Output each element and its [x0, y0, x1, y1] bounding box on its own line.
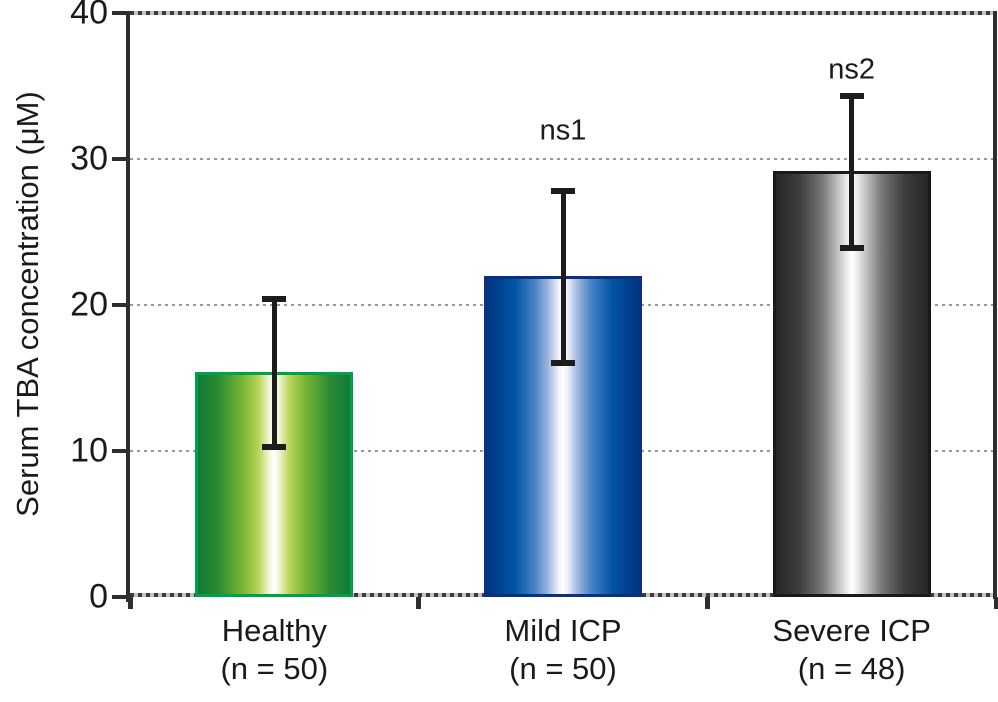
error-bar-cap-top	[262, 296, 287, 303]
error-bar-line	[271, 299, 277, 447]
y-tick-0	[112, 595, 126, 599]
y-tick-label-10: 10	[70, 431, 108, 470]
y-tick-20	[112, 303, 126, 307]
category-label: Severe ICP (n = 48)	[772, 613, 931, 686]
bar-severe-icp	[772, 170, 931, 597]
y-tick-40	[112, 11, 126, 15]
y-tick-label-20: 20	[70, 285, 108, 324]
annotation-ns1: ns1	[539, 114, 587, 147]
x-tick-boundary-0	[127, 597, 133, 609]
x-tick-boundary-2	[704, 597, 710, 609]
y-tick-10	[112, 449, 126, 453]
error-bar-cap-bottom	[262, 443, 287, 450]
y-tick-30	[112, 157, 126, 161]
category-label: Healthy (n = 50)	[220, 613, 329, 686]
annotation-ns2: ns2	[828, 53, 876, 86]
error-bar-line	[849, 96, 855, 249]
plot-right-border	[993, 11, 997, 599]
error-bar-cap-top	[551, 188, 575, 195]
error-bar-cap-top	[839, 93, 864, 100]
plot-top-border	[130, 11, 996, 15]
error-bar-line	[560, 191, 566, 364]
x-tick-boundary-3	[993, 597, 998, 609]
y-axis-line	[126, 11, 130, 602]
y-tick-label-40: 40	[70, 0, 108, 32]
gridline-30	[130, 158, 996, 160]
y-tick-label-30: 30	[70, 139, 108, 178]
error-bar-cap-bottom	[839, 245, 864, 252]
y-tick-label-0: 0	[89, 577, 108, 616]
error-bar-cap-bottom	[551, 360, 575, 367]
x-tick-boundary-1	[416, 597, 422, 609]
category-label: Mild ICP (n = 50)	[504, 613, 622, 686]
